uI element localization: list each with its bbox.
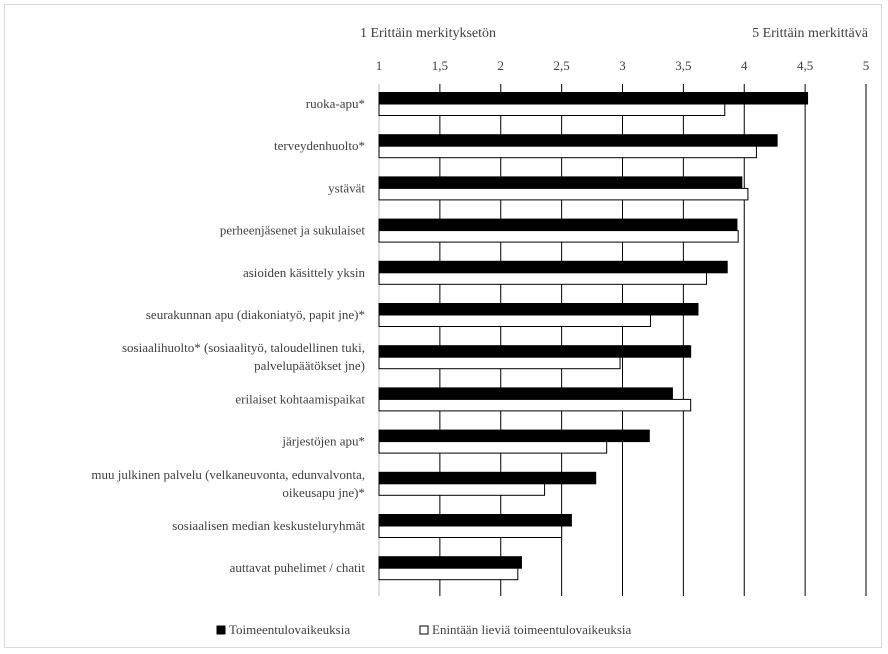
legend-swatch-enintaan-lievia: [419, 625, 429, 635]
bar-enintaan-lievia: [378, 187, 749, 201]
x-tick-label: 3,5: [675, 58, 691, 73]
bar-toimeentulovaikeuksia: [378, 345, 692, 358]
bar-toimeentulovaikeuksia: [378, 92, 809, 105]
category-label: ruoka-apu*: [306, 96, 365, 111]
bar-enintaan-lievia: [378, 103, 726, 116]
bar-toimeentulovaikeuksia: [378, 556, 522, 569]
x-tick-label: 1,5: [432, 58, 448, 73]
category-label: asioiden käsittely yksin: [243, 265, 366, 280]
category-label: erilaiset kohtaamispaikat: [235, 391, 365, 406]
category-label: perheenjäsenet ja sukulaiset: [220, 223, 365, 238]
bar-enintaan-lievia: [378, 145, 757, 159]
bar-enintaan-lievia: [378, 483, 546, 496]
bar-toimeentulovaikeuksia: [378, 514, 572, 527]
legend-swatch-toimeentulovaikeuksia: [216, 625, 226, 635]
x-tick-label: 1: [376, 58, 383, 73]
bar-toimeentulovaikeuksia: [378, 387, 673, 400]
bar-toimeentulovaikeuksia: [378, 471, 597, 485]
bar-enintaan-lievia: [378, 314, 652, 327]
legend: Toimeentulovaikeuksia Enintään lieviä toi…: [216, 622, 632, 637]
scale-label-min: 1 Erittäin merkityksetön: [360, 26, 496, 41]
bar-toimeentulovaikeuksia: [378, 303, 699, 316]
x-tick-label: 2: [498, 58, 505, 73]
category-label: oikeusapu jne)*: [282, 485, 365, 500]
x-tick-label: 3: [619, 58, 626, 73]
bar-toimeentulovaikeuksia: [378, 429, 650, 443]
category-label: järjestöjen apu*: [281, 434, 365, 449]
bar-toimeentulovaikeuksia: [378, 176, 743, 189]
bar-enintaan-lievia: [378, 272, 708, 285]
bar-enintaan-lievia: [378, 441, 608, 454]
x-tick-label: 5: [863, 58, 870, 73]
bar-toimeentulovaikeuksia: [378, 218, 738, 232]
gridlines: [378, 84, 867, 596]
category-label: sosiaalihuolto* (sosiaalityö, taloudelli…: [122, 340, 365, 355]
category-label: terveydenhuolto*: [274, 138, 365, 153]
bar-enintaan-lievia: [378, 230, 739, 243]
x-tick-label: 2,5: [554, 58, 570, 73]
bars: [378, 92, 809, 581]
category-label: sosiaalisen median keskusteluryhmät: [172, 518, 365, 533]
bar-toimeentulovaikeuksia: [378, 134, 778, 147]
scale-label-max: 5 Erittäin merkittävä: [752, 26, 869, 41]
x-tick-label: 4: [741, 58, 748, 73]
bar-enintaan-lievia: [378, 567, 519, 581]
x-tick-label: 4,5: [797, 58, 813, 73]
bar-enintaan-lievia: [378, 356, 621, 370]
x-tick-labels: 1 1,5 2 2,5 3 3,5 4 4,5 5: [376, 58, 870, 73]
category-label: muu julkinen palvelu (velkaneuvonta, edu…: [91, 467, 365, 482]
bar-enintaan-lievia: [378, 398, 692, 412]
category-label: palvelupäätökset jne): [254, 358, 365, 373]
category-label: ystävät: [328, 180, 365, 195]
category-label: seurakunnan apu (diakoniatyö, papit jne)…: [146, 307, 365, 322]
legend-label-enintaan-lievia: Enintään lieviä toimeentulovaikeuksia: [432, 622, 632, 637]
bar-toimeentulovaikeuksia: [378, 260, 728, 274]
legend-label-toimeentulovaikeuksia: Toimeentulovaikeuksia: [229, 622, 350, 637]
category-label: auttavat puhelimet / chatit: [230, 560, 366, 575]
bar-enintaan-lievia: [378, 525, 563, 538]
category-labels: ruoka-apu* terveydenhuolto* ystävät perheen…: [91, 96, 365, 575]
